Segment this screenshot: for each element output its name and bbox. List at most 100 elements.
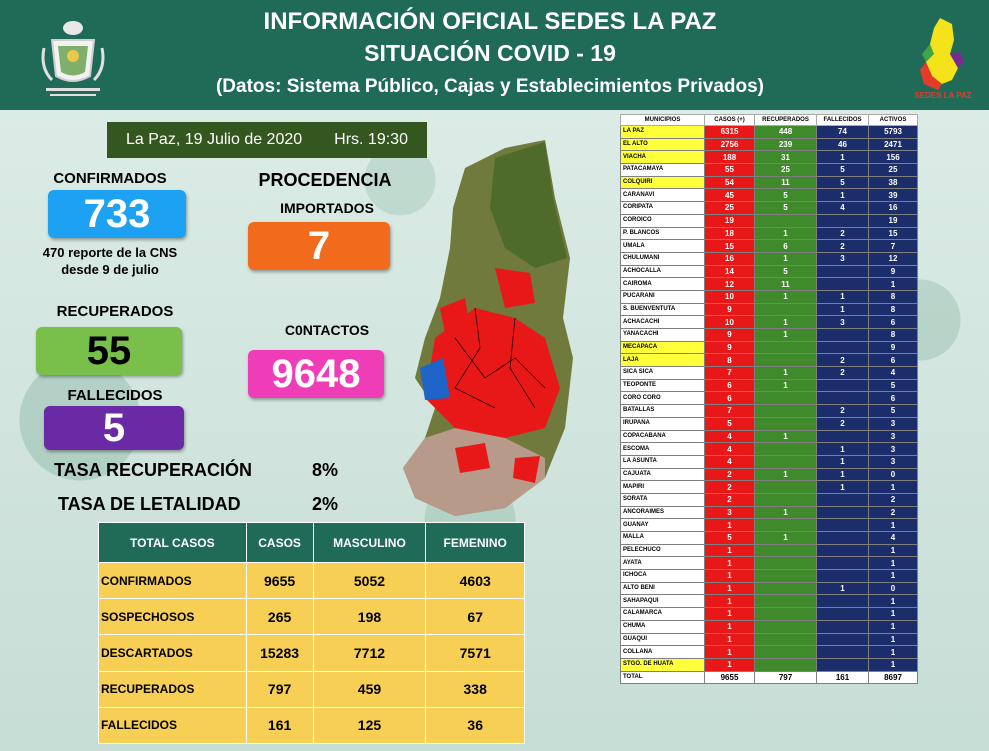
table-cell: MALLA <box>620 531 705 545</box>
table-cell: 797 <box>245 670 314 708</box>
table-row: MECAPACA 9 9 <box>620 340 918 355</box>
table-cell: 6315 <box>704 125 755 139</box>
table-cell <box>754 581 817 596</box>
table-cell: 198 <box>312 598 427 636</box>
la-paz-department-map <box>403 140 573 516</box>
table-cell: 31 <box>754 150 817 165</box>
table-cell: 1 <box>868 607 918 621</box>
table-row: PELECHUCO 1 1 <box>620 543 918 558</box>
table-cell: 2 <box>868 505 918 520</box>
table-cell: 2471 <box>868 137 918 152</box>
table-cell: 1 <box>754 531 817 545</box>
table-cell <box>754 645 817 659</box>
table-cell: ALTO BENI <box>620 581 705 596</box>
confirmados-label: CONFIRMADOS <box>53 170 167 187</box>
table-cell: 1 <box>704 556 755 571</box>
table-cell: DESCARTADOS <box>98 634 247 672</box>
table-cell: 1 <box>704 594 755 609</box>
table-cell <box>754 569 817 583</box>
table-cell: 1 <box>816 454 869 469</box>
table-cell: 448 <box>754 125 817 139</box>
tasa-recuperacion-label: TASA RECUPERACIÓN <box>54 460 253 480</box>
table-cell: 2 <box>816 404 869 418</box>
table-cell: 5 <box>868 378 918 393</box>
table-cell <box>754 594 817 609</box>
table-cell: P. BLANCOS <box>620 226 705 241</box>
table-cell: EL ALTO <box>620 137 705 152</box>
table-cell: 8 <box>704 353 755 368</box>
table-cell: 2 <box>704 480 755 494</box>
totals-header-casos: CASOS <box>245 522 314 563</box>
table-cell: 1 <box>868 632 918 647</box>
table-cell: 7 <box>868 239 918 253</box>
table-row: UMALA 15 6 2 7 <box>620 239 918 253</box>
table-row: TEOPONTE 6 1 5 <box>620 378 918 393</box>
table-cell: 4 <box>868 366 918 380</box>
table-cell: STGO. DE HUATA <box>620 657 705 672</box>
table-cell: 45 <box>704 188 755 203</box>
table-cell: 1 <box>816 302 869 317</box>
fallecidos-label: FALLECIDOS <box>67 387 163 404</box>
table-row: CARANAVI 45 5 1 39 <box>620 188 918 203</box>
table-cell: 5 <box>754 188 817 203</box>
table-cell: CALAMARCA <box>620 607 705 621</box>
table-cell: 3 <box>868 429 918 444</box>
table-cell: 1 <box>868 480 918 494</box>
table-cell: 1 <box>816 581 869 596</box>
table-cell: 1 <box>754 378 817 393</box>
table-cell <box>816 657 869 672</box>
table-cell: 1 <box>704 543 755 558</box>
confirmados-value: 733 <box>48 190 186 238</box>
table-cell: 4603 <box>425 561 525 600</box>
table-cell: 1 <box>816 289 869 304</box>
table-cell: 2 <box>816 366 869 380</box>
table-cell: 39 <box>868 188 918 203</box>
table-cell: 9 <box>868 340 918 355</box>
table-cell: 7 <box>704 404 755 418</box>
table-cell: 1 <box>704 619 755 634</box>
table-cell: CHUMA <box>620 619 705 634</box>
table-cell: SICA SICA <box>620 366 705 380</box>
table-cell: 4 <box>704 429 755 444</box>
table-cell: 8697 <box>868 670 918 685</box>
table-cell <box>754 302 817 317</box>
table-cell: 4 <box>816 201 869 215</box>
table-cell: 161 <box>816 670 869 685</box>
table-cell <box>816 619 869 634</box>
date-bar: La Paz, 19 Julio de 2020 Hrs. 19:30 <box>107 122 427 158</box>
table-cell: 265 <box>245 598 314 636</box>
table-cell: 11 <box>754 277 817 291</box>
table-cell: 1 <box>816 480 869 494</box>
table-cell: 46 <box>816 137 869 152</box>
table-cell: 1 <box>868 277 918 291</box>
header-source: (Datos: Sistema Público, Cajas y Estable… <box>215 76 764 97</box>
table-cell <box>816 594 869 609</box>
muni-header-casos: CASOS (+) <box>704 114 755 126</box>
recuperados-value: 55 <box>36 327 182 375</box>
table-cell: 3 <box>704 505 755 520</box>
table-cell: 1 <box>704 581 755 596</box>
table-cell <box>816 556 869 571</box>
tasa-recuperacion-value: 8% <box>312 460 339 480</box>
table-cell: 4 <box>704 454 755 469</box>
table-cell: 8 <box>868 289 918 304</box>
table-cell: 6 <box>754 239 817 253</box>
table-cell: 2 <box>816 226 869 241</box>
table-cell: 3 <box>816 251 869 266</box>
table-row: ACHOCALLA 14 5 9 <box>620 264 918 279</box>
table-row: CAJUATA 2 1 1 0 <box>620 467 918 482</box>
table-cell: 2 <box>816 239 869 253</box>
table-cell: SAHAPAQUI <box>620 594 705 609</box>
table-cell: 3 <box>816 315 869 329</box>
cns-note-line2: desde 9 de julio <box>61 262 159 277</box>
table-cell: 9 <box>868 264 918 279</box>
table-row: ICHOCA 1 1 <box>620 569 918 583</box>
table-row: STGO. DE HUATA 1 1 <box>620 657 918 672</box>
table-cell: CONFIRMADOS <box>98 561 247 600</box>
report-time: Hrs. 19:30 <box>334 131 408 148</box>
table-cell <box>816 569 869 583</box>
table-cell: CAJUATA <box>620 467 705 482</box>
table-row: IRUPANA 5 2 3 <box>620 416 918 431</box>
table-row: MAPIRI 2 1 1 <box>620 480 918 494</box>
table-row: CALAMARCA 1 1 <box>620 607 918 621</box>
